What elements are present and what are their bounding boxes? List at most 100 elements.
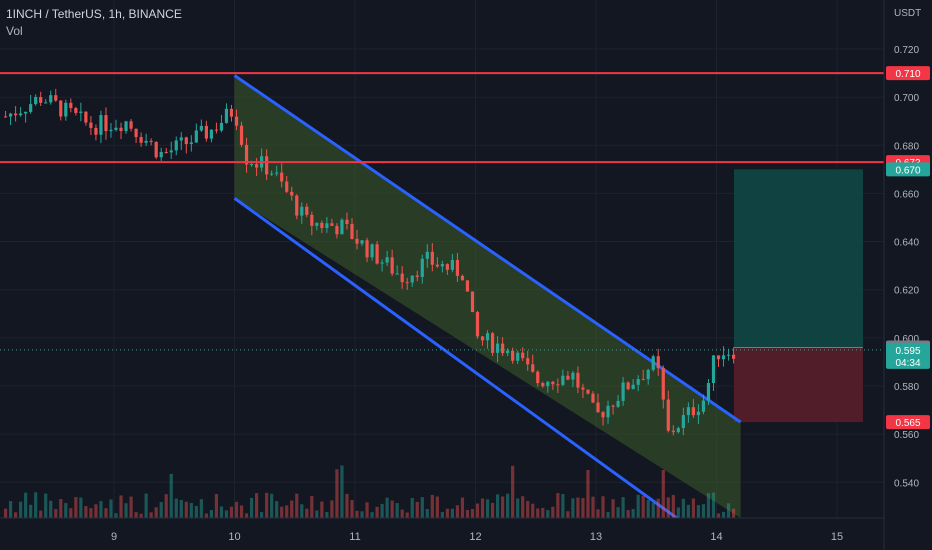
candle-body	[330, 223, 334, 226]
candle-body	[79, 111, 83, 113]
volume-bar	[335, 469, 339, 518]
price-tick-label: 0.620	[894, 286, 919, 297]
candle-body	[59, 100, 63, 117]
descending-channel[interactable]	[233, 74, 742, 550]
candle-body	[204, 125, 208, 139]
candle-body	[119, 127, 123, 132]
time-tick-label: 12	[469, 531, 481, 543]
candle-body	[726, 354, 731, 356]
volume-bar	[596, 509, 600, 518]
candle-body	[169, 150, 173, 153]
volume-bar	[209, 509, 214, 518]
volume-bar	[521, 496, 525, 518]
symbol-title[interactable]: 1INCH / TetherUS, 1h, BINANCE	[6, 7, 182, 21]
candle-body	[280, 172, 284, 182]
volume-bar	[661, 469, 665, 518]
volume-bar	[390, 500, 394, 518]
volume-bar	[716, 513, 721, 518]
volume-bar	[440, 511, 444, 518]
volume-bar	[249, 497, 254, 518]
volume-bar	[24, 492, 28, 518]
candle-body	[611, 405, 615, 407]
candle-body	[731, 354, 736, 359]
volume-bar	[561, 493, 565, 518]
candle-body	[541, 383, 545, 387]
volume-bar	[636, 494, 640, 518]
volume-bar	[370, 512, 374, 518]
volume-bar	[666, 497, 670, 518]
volume-bar	[460, 497, 465, 518]
volume-bar	[501, 496, 505, 518]
volume-bar	[244, 513, 249, 518]
candle-body	[561, 375, 565, 385]
candle-body	[285, 181, 289, 192]
volume-bar	[280, 506, 284, 518]
time-tick-label: 9	[111, 531, 117, 543]
time-axis[interactable]: 9 10 11 12 13 14 15	[111, 531, 843, 543]
candle-body	[265, 156, 269, 175]
candle-body	[254, 164, 259, 168]
volume-bar	[435, 496, 439, 518]
volume-bar	[64, 503, 68, 518]
volume-indicator-label[interactable]: Vol	[6, 24, 23, 38]
volume-bar	[651, 502, 655, 518]
candle-body	[214, 129, 219, 131]
volume-bar	[671, 495, 675, 518]
volume-bar	[706, 493, 711, 518]
volume-bar	[174, 498, 178, 518]
volume-bar	[365, 502, 369, 518]
volume-bar	[511, 465, 515, 518]
candle-body	[84, 111, 88, 123]
volume-bar	[641, 495, 645, 518]
volume-bar	[310, 496, 314, 518]
candle-body	[144, 140, 148, 143]
candle-body	[696, 411, 701, 416]
volume-bar	[420, 497, 424, 518]
volume-bar	[455, 505, 460, 518]
horizontal-lines[interactable]	[0, 72, 884, 351]
candle-body	[164, 152, 168, 154]
volume-bar	[285, 505, 289, 518]
candle-body	[124, 121, 128, 132]
price-unit-label: USDT	[894, 8, 921, 19]
candle-body	[601, 412, 605, 418]
volume-bar	[275, 501, 279, 518]
volume-bar	[516, 498, 520, 518]
candle-body	[686, 407, 690, 416]
volume-bar	[490, 502, 495, 518]
candle-body	[34, 97, 38, 105]
candle-body	[516, 352, 520, 361]
candle-body	[551, 381, 555, 385]
volume-bar	[154, 507, 158, 518]
volume-bar	[89, 508, 93, 518]
candle-body	[109, 129, 113, 132]
price-badge-label-target: 0.670	[895, 165, 920, 176]
candle-body	[290, 191, 294, 196]
candle-body	[114, 127, 118, 130]
candle-body	[691, 407, 696, 416]
candle-body	[506, 350, 510, 354]
volume-bar	[485, 499, 490, 518]
candle-body	[350, 224, 354, 239]
volume-bar	[79, 497, 83, 518]
volume-bar	[731, 508, 736, 518]
candle-body	[490, 333, 495, 353]
volume-bar	[144, 493, 148, 518]
candle-body	[495, 343, 500, 353]
volume-bar	[189, 502, 193, 518]
candle-body	[325, 223, 329, 228]
candle-body	[360, 240, 364, 244]
candle-body	[631, 384, 635, 390]
candle-body	[701, 400, 706, 412]
candle-body	[480, 336, 485, 341]
volume-bar	[631, 508, 635, 518]
candle-body	[189, 142, 193, 145]
price-axis[interactable]: 0.720 0.700 0.680 0.660 0.640 0.620 0.600 0.580…	[894, 45, 919, 489]
candle-body	[395, 273, 399, 275]
candle-body	[69, 102, 73, 109]
volume-bar	[114, 513, 118, 518]
candle-body	[8, 113, 13, 117]
candle-body	[706, 382, 711, 401]
time-tick-label: 13	[590, 531, 602, 543]
